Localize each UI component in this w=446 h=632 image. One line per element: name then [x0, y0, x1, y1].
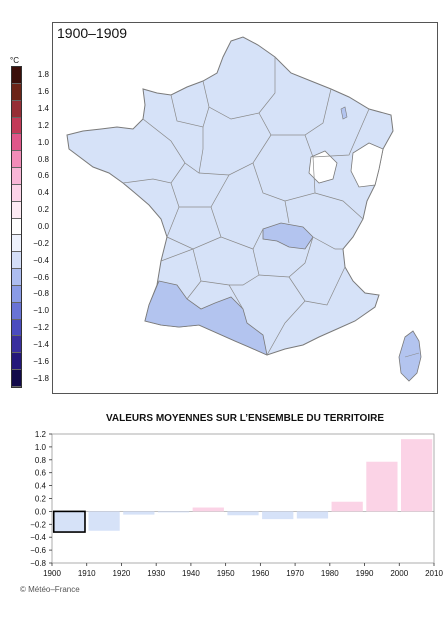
legend-swatch — [12, 100, 21, 118]
legend-swatch — [12, 319, 21, 337]
x-tick-label: 1930 — [147, 569, 165, 578]
legend-swatch — [12, 117, 21, 135]
legend-swatch — [12, 285, 21, 303]
bar — [123, 511, 155, 515]
legend-swatch — [12, 336, 21, 354]
legend-tick-label: 1.0 — [37, 137, 49, 147]
legend-tick-label: −0.2 — [33, 238, 49, 248]
legend-swatch — [12, 151, 21, 169]
y-tick-label: 0.6 — [35, 469, 47, 478]
bar — [401, 439, 433, 512]
cool-zone-center — [262, 222, 314, 250]
bar — [192, 507, 224, 512]
legend-tick-label: 0.6 — [37, 171, 49, 181]
chart-title: VALEURS MOYENNES SUR L’ENSEMBLE DU TERRI… — [106, 413, 384, 424]
y-tick-label: −0.8 — [30, 559, 46, 568]
bar — [88, 511, 120, 531]
y-tick-label: 0.2 — [35, 495, 47, 504]
bar — [331, 501, 363, 512]
legend-tick-label: −0.4 — [33, 255, 49, 265]
legend-swatch — [12, 370, 21, 387]
x-tick-label: 1940 — [182, 569, 200, 578]
legend-swatch — [12, 252, 21, 270]
y-tick-label: 0.8 — [35, 456, 47, 465]
copyright: © Météo–France — [20, 585, 80, 594]
x-tick-label: 1950 — [217, 569, 235, 578]
x-tick-label: 1980 — [321, 569, 339, 578]
france-map — [66, 36, 422, 382]
bar-chart: 1.2 1.0 0.8 0.6 0.4 0.2 0.0 −0.2 −0.4 −0.6 −0.8190… — [30, 430, 443, 578]
x-tick-label: 1920 — [113, 569, 131, 578]
y-tick-label: 1.0 — [35, 443, 47, 452]
legend-tick-label: 0.0 — [37, 222, 49, 231]
cool-zone-northeast — [340, 106, 348, 120]
legend-swatch — [12, 83, 21, 101]
legend-tick-label: −1.4 — [33, 339, 49, 349]
x-tick-label: 2000 — [390, 569, 408, 578]
legend-tick-label: −1.6 — [33, 356, 49, 366]
legend-tick-label: −1.8 — [33, 373, 49, 383]
legend-tick-label: −1.2 — [33, 323, 49, 333]
bar-highlighted — [52, 510, 86, 533]
legend-tick-label: 0.2 — [37, 205, 49, 215]
bar — [366, 461, 398, 512]
y-tick-label: 0.0 — [35, 507, 47, 516]
legend-unit: °C — [10, 56, 19, 65]
x-tick-label: 1910 — [78, 569, 96, 578]
region-borders — [122, 57, 370, 356]
period-label: 1900–1909 — [57, 25, 128, 41]
legend-tick-label: 0.8 — [37, 154, 49, 164]
legend-swatch — [12, 67, 21, 84]
legend-swatch — [12, 201, 21, 219]
legend-swatch — [12, 353, 21, 371]
bar — [262, 511, 294, 520]
legend-swatch — [12, 168, 21, 185]
y-tick-label: −0.2 — [30, 520, 46, 529]
bar — [157, 511, 190, 513]
bar — [227, 511, 259, 516]
legend-swatch — [12, 184, 21, 202]
legend-tick-label: 1.2 — [37, 120, 49, 130]
x-tick-label: 2010 — [425, 569, 443, 578]
bar — [296, 511, 329, 519]
legend-swatch — [12, 235, 21, 253]
legend-color-bar — [11, 66, 22, 388]
legend-swatch — [12, 269, 21, 286]
y-tick-label: −0.6 — [30, 546, 46, 555]
legend-tick-label: −0.6 — [33, 272, 49, 282]
legend-tick-label: 1.8 — [37, 70, 49, 80]
x-tick-label: 1960 — [251, 569, 269, 578]
x-tick-label: 1970 — [286, 569, 304, 578]
map-panel: 1900–1909 — [52, 22, 438, 394]
legend-swatch — [12, 134, 21, 152]
neutral-zone-alsace — [350, 142, 384, 188]
corsica — [398, 330, 422, 382]
legend-swatch — [12, 302, 21, 320]
neutral-zone-east — [308, 150, 338, 184]
legend-tick-label: 1.4 — [37, 104, 49, 114]
y-tick-label: 0.4 — [35, 482, 47, 491]
y-tick-label: −0.4 — [30, 533, 46, 542]
legend-tick-label: −0.8 — [33, 289, 49, 299]
x-tick-label: 1900 — [43, 569, 61, 578]
x-tick-label: 1990 — [356, 569, 374, 578]
y-tick-label: 1.2 — [35, 430, 47, 439]
legend-tick-label: −1.0 — [33, 306, 49, 316]
legend-tick-label: 0.4 — [37, 188, 49, 198]
legend-swatch — [12, 218, 21, 236]
legend-tick-label: 1.6 — [37, 87, 49, 97]
